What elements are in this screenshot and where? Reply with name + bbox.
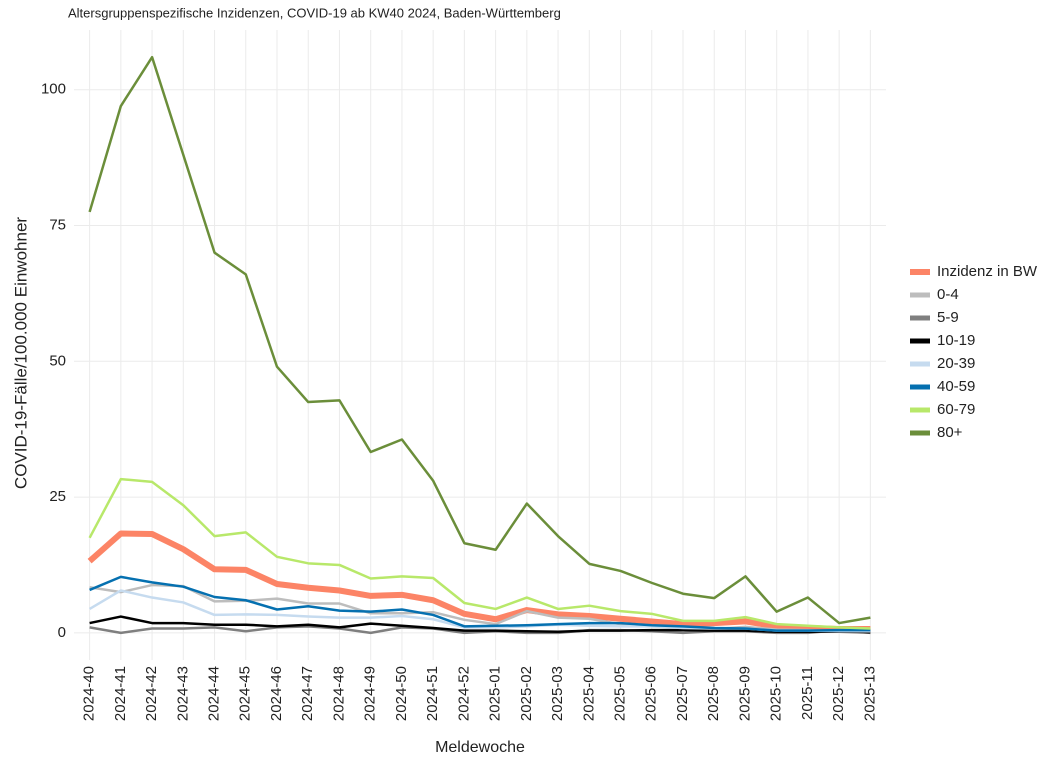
x-tick-label: 2024-50 [393, 666, 410, 721]
x-tick-label: 2025-07 [674, 666, 691, 721]
x-tick-label: 2024-48 [330, 666, 347, 721]
x-axis-title: Meldewoche [435, 739, 525, 756]
series-line [87, 530, 871, 633]
x-tick-label: 2025-04 [580, 666, 597, 721]
x-tick-label: 2024-46 [268, 666, 285, 721]
x-tick-label: 2025-11 [799, 666, 816, 720]
series-line [89, 575, 871, 632]
x-tick-label: 2024-49 [362, 666, 379, 721]
series-line [88, 477, 871, 630]
x-tick-label: 2025-13 [861, 666, 878, 721]
x-tick-label: 2025-03 [549, 666, 566, 721]
x-tick-label: 2024-42 [143, 666, 160, 721]
y-tick-label: 0 [58, 624, 66, 641]
y-tick-label: 75 [49, 216, 66, 233]
x-tick-label: 2025-08 [705, 666, 722, 721]
legend-label: 60-79 [937, 401, 975, 418]
y-tick-label: 50 [49, 352, 66, 369]
x-tick-label: 2025-06 [643, 666, 660, 721]
legend-label: 40-59 [937, 378, 975, 395]
series-line [89, 615, 871, 634]
series-line [88, 55, 871, 625]
x-tick-label: 2024-45 [237, 666, 254, 721]
x-tick-label: 2025-02 [518, 666, 535, 721]
x-tick-label: 2025-05 [612, 666, 629, 721]
x-tick-label: 2024-52 [455, 666, 472, 721]
legend-label: Inzidenz in BW [937, 263, 1038, 280]
x-tick-label: 2024-44 [206, 666, 223, 721]
x-tick-label: 2025-09 [736, 666, 753, 721]
x-tick-label: 2024-43 [174, 666, 191, 721]
legend-label: 80+ [937, 424, 963, 441]
y-tick-label: 25 [49, 488, 66, 505]
legend-label: 0-4 [937, 286, 959, 303]
y-tick-label: 100 [41, 81, 66, 98]
y-axis-title: COVID-19-Fälle/100.000 Einwohner [11, 217, 30, 489]
chart-title: Altersgruppenspezifische Inzidenzen, COV… [68, 5, 561, 20]
x-tick-label: 2024-51 [424, 666, 441, 721]
legend-label: 5-9 [937, 309, 959, 326]
x-tick-label: 2024-47 [299, 666, 316, 721]
legend-label: 20-39 [937, 355, 975, 372]
x-tick-label: 2025-12 [830, 666, 847, 721]
x-tick-label: 2024-40 [81, 666, 98, 721]
x-tick-label: 2024-41 [112, 666, 129, 721]
legend-label: 10-19 [937, 332, 975, 349]
x-tick-label: 2025-01 [487, 666, 504, 721]
x-tick-label: 2025-10 [768, 666, 785, 721]
